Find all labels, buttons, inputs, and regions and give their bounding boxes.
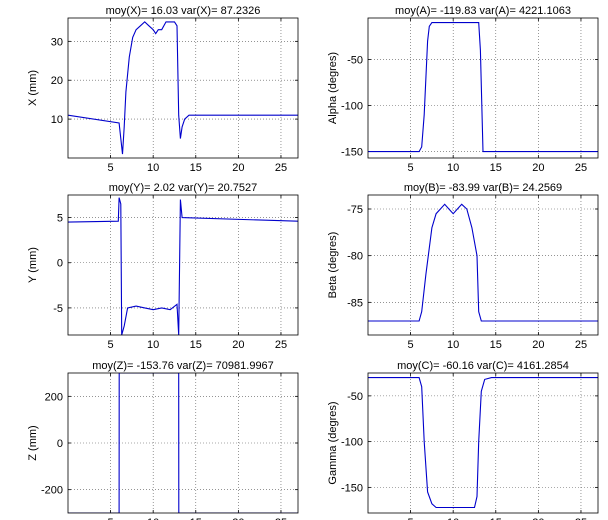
x-tick-label: 5 <box>108 162 114 174</box>
y-axis-label: Gamma (degres) <box>327 401 339 484</box>
x-tick-label: 10 <box>447 517 459 520</box>
x-tick-label: 20 <box>532 162 544 174</box>
x-tick-label: 15 <box>490 339 502 351</box>
x-tick-label: 15 <box>190 162 202 174</box>
axes-frame <box>67 17 299 159</box>
axes-frame <box>367 17 599 159</box>
x-tick-label: 15 <box>190 339 202 351</box>
axes-frame <box>67 372 299 514</box>
y-tick-label: -80 <box>347 251 363 263</box>
x-tick-label: 15 <box>190 517 202 520</box>
subplot-4: 5 10 15 20 25 -200 0 200 moy(Z)= -153.76 var(Z)=… <box>27 360 299 520</box>
x-tick-label: 25 <box>575 517 587 520</box>
x-tick-label: 25 <box>575 162 587 174</box>
x-tick-label: 5 <box>408 517 414 520</box>
y-tick-label: -75 <box>347 204 363 216</box>
subplot-5: 5 10 15 20 25 -50 -100 -150 moy(C)= -60.16 var(C… <box>327 360 599 520</box>
subplot-title: moy(B)= -83.99 var(B)= 24.2569 <box>404 182 562 194</box>
x-tick-label: 10 <box>147 339 159 351</box>
x-tick-label: 20 <box>232 339 244 351</box>
subplot-title: moy(Z)= -153.76 var(Z)= 70981.9967 <box>92 360 274 372</box>
y-tick-label: -85 <box>347 297 363 309</box>
y-tick-label: -50 <box>347 391 363 403</box>
subplot-1: 5 10 15 20 25 -50 -100 -150 moy(A)= -119.83 var(… <box>327 5 599 174</box>
subplot-title: moy(X)= 16.03 var(X)= 87.2326 <box>106 5 261 17</box>
y-tick-label: 0 <box>57 438 63 450</box>
subplot-2: 5 10 15 20 25 -5 0 5 moy(Y)= 2.02 var(Y)= 20.752… <box>27 182 299 351</box>
y-tick-label: 200 <box>45 391 63 403</box>
x-tick-label: 15 <box>490 162 502 174</box>
x-tick-label: 20 <box>532 339 544 351</box>
x-tick-label: 25 <box>275 517 287 520</box>
x-tick-label: 25 <box>575 339 587 351</box>
series-line <box>68 21 298 155</box>
x-tick-label: 10 <box>447 339 459 351</box>
y-axis-label: X (mm) <box>27 70 39 106</box>
y-tick-label: -150 <box>341 147 363 159</box>
plot-area <box>68 195 298 335</box>
series-line <box>368 22 598 153</box>
axes-frame <box>367 194 599 336</box>
x-tick-label: 20 <box>532 517 544 520</box>
x-tick-label: 25 <box>275 162 287 174</box>
x-tick-label: 5 <box>408 162 414 174</box>
x-tick-label: 25 <box>275 339 287 351</box>
series-line <box>368 203 598 322</box>
subplot-title: moy(C)= -60.16 var(C)= 4161.2854 <box>397 360 569 372</box>
y-tick-label: 20 <box>51 75 63 87</box>
y-axis-label: Y (mm) <box>27 247 39 283</box>
x-tick-label: 5 <box>108 339 114 351</box>
y-tick-label: -150 <box>341 482 363 494</box>
x-tick-label: 10 <box>147 517 159 520</box>
x-tick-label: 20 <box>232 517 244 520</box>
subplot-0: 5 10 15 20 25 10 20 30 moy(X)= 16.03 var(X)= 87.… <box>27 5 299 174</box>
y-tick-label: 0 <box>57 258 63 270</box>
x-tick-label: 5 <box>108 517 114 520</box>
axes-frame <box>367 372 599 514</box>
subplot-title: moy(A)= -119.83 var(A)= 4221.1063 <box>395 5 571 17</box>
y-tick-label: -100 <box>341 101 363 113</box>
subplot-3: 5 10 15 20 25 -75 -80 -85 moy(B)= -83.99 var(B)=… <box>327 182 599 351</box>
series-line <box>368 377 598 509</box>
subplot-title: moy(Y)= 2.02 var(Y)= 20.7527 <box>109 182 258 194</box>
y-axis-label: Alpha (degres) <box>327 52 339 124</box>
y-tick-label: -5 <box>53 303 63 315</box>
y-tick-label: -50 <box>347 54 363 66</box>
axes-frame <box>67 194 299 336</box>
x-tick-label: 10 <box>147 162 159 174</box>
series-line <box>68 197 298 335</box>
y-axis-label: Beta (degres) <box>327 232 339 299</box>
x-tick-label: 10 <box>447 162 459 174</box>
y-axis-label: Z (mm) <box>27 425 39 460</box>
y-tick-label: 10 <box>51 114 63 126</box>
x-tick-label: 20 <box>232 162 244 174</box>
plot-area <box>68 18 298 158</box>
plot-area <box>368 373 598 513</box>
x-tick-label: 5 <box>408 339 414 351</box>
x-tick-label: 15 <box>490 517 502 520</box>
y-tick-label: 5 <box>57 213 63 225</box>
y-tick-label: -100 <box>341 437 363 449</box>
plot-area <box>368 195 598 335</box>
y-tick-label: -200 <box>41 485 63 497</box>
y-tick-label: 30 <box>51 36 63 48</box>
